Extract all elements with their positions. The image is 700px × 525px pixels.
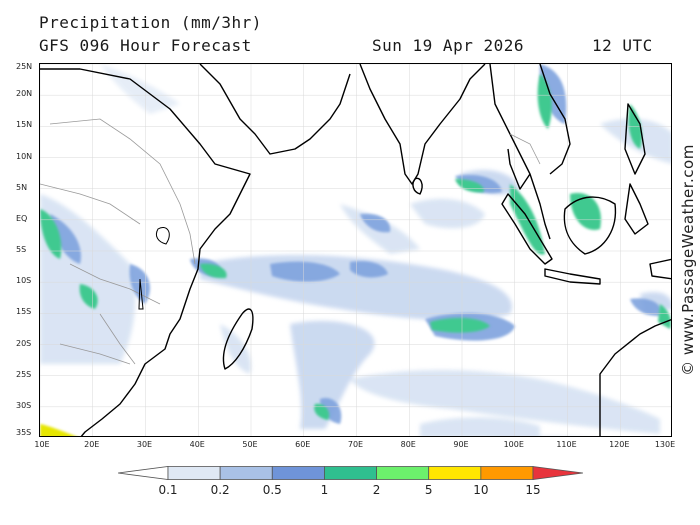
longitude-label: 40E: [189, 440, 205, 449]
precipitation-map: [39, 63, 672, 437]
country-borders: [40, 118, 541, 365]
legend-color-cell: [324, 466, 377, 480]
legend-under-arrow: [118, 466, 169, 480]
latitude-label: 35S: [16, 428, 32, 437]
legend-tick-label: 2: [372, 483, 381, 497]
latitude-label: 5S: [16, 245, 27, 254]
legend-color-cell: [376, 466, 430, 480]
legend-color-cell: [271, 466, 325, 480]
longitude-label: 120E: [609, 440, 630, 449]
map-canvas: [40, 64, 671, 436]
latitude-label: EQ: [16, 213, 28, 223]
latitude-label: 20S: [16, 338, 32, 348]
watermark: © www.PassageWeather.com: [678, 144, 698, 376]
legend-tick-label: 15: [525, 483, 541, 497]
longitude-label: 130E: [654, 440, 676, 449]
latitude-label: 5N: [16, 182, 28, 192]
latitude-label: 30S: [16, 400, 32, 410]
latitude-label: 10S: [16, 276, 32, 286]
valid-date: Sun 19 Apr 2026: [372, 36, 524, 55]
longitude-label: 90E: [453, 440, 469, 449]
map-title: Precipitation (mm/3hr): [39, 13, 262, 32]
legend-tick-label: 0.2: [210, 483, 230, 497]
precip-light-layer: [40, 64, 671, 436]
valid-time: 12 UTC: [592, 36, 653, 55]
legend-color-cell: [428, 466, 482, 480]
legend-tick-label: 0.1: [158, 483, 178, 497]
legend-tick-label: 10: [473, 483, 489, 497]
longitude-label: 110E: [556, 440, 577, 449]
longitude-label: 100E: [503, 440, 524, 449]
legend-tick-label: 1: [320, 483, 329, 497]
latitude-label: 10N: [16, 151, 33, 161]
legend-color-cell: [480, 466, 534, 480]
legend-color-cell: [219, 466, 273, 480]
longitude-label: 60E: [295, 440, 311, 449]
lakes: [138, 227, 170, 310]
legend-over-arrow: [532, 466, 583, 480]
longitude-label: 10E: [34, 440, 50, 449]
latitude-label: 15N: [16, 120, 33, 130]
watermark-text: © www.PassageWeather.com: [679, 144, 697, 376]
legend-color-cell: [167, 466, 221, 480]
longitude-label: 20E: [84, 440, 100, 449]
longitude-label: 70E: [347, 440, 364, 449]
coastlines: [40, 64, 671, 436]
latitude-label: 25N: [16, 62, 33, 71]
forecast-subtitle: GFS 096 Hour Forecast: [39, 36, 252, 55]
longitude-label: 30E: [136, 440, 153, 449]
legend-tick-label: 5: [424, 483, 433, 497]
lat-lon-grid: [40, 64, 671, 436]
longitude-label: 50E: [242, 440, 258, 449]
precipitation-color-legend: [118, 466, 583, 480]
latitude-label: 25S: [16, 369, 32, 379]
legend-tick-label: 0.5: [262, 483, 282, 497]
latitude-label: 20N: [16, 89, 33, 99]
longitude-label: 80E: [400, 440, 416, 449]
latitude-label: 15S: [16, 307, 32, 317]
